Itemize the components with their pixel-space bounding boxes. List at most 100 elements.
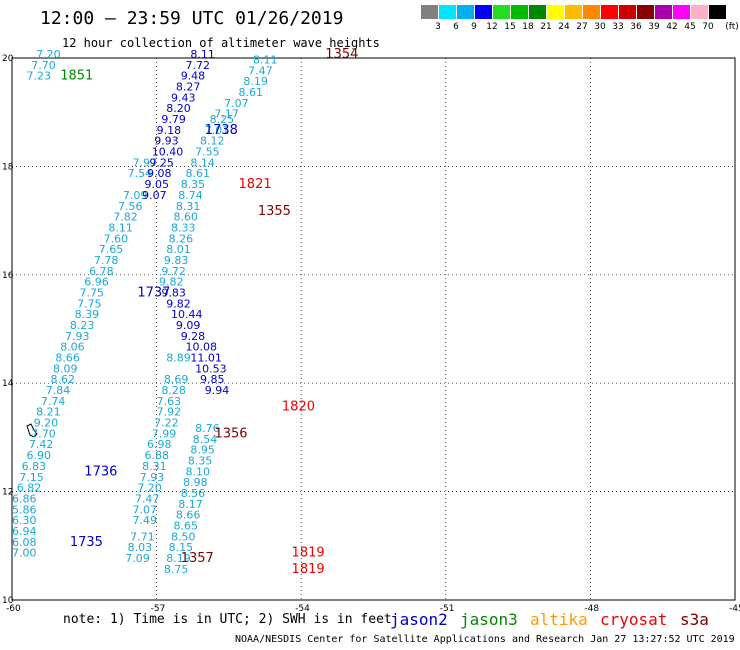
wave-height-value: 8.50 (171, 530, 196, 543)
lon-tick-label: -51 (440, 604, 455, 614)
wave-height-value: 8.19 (166, 552, 191, 565)
wave-height-value: 8.66 (176, 509, 201, 522)
legend-label: 42 (666, 22, 678, 32)
wave-height-value: 6.94 (12, 525, 37, 538)
legend-label: 15 (504, 22, 516, 32)
wave-height-value: 11.01 (190, 352, 222, 365)
wave-height-value: 8.20 (166, 102, 191, 115)
legend-swatch (529, 5, 546, 19)
pass-time-label: 1354 (325, 47, 358, 62)
legend-swatch (475, 5, 492, 19)
wave-height-value: 9.72 (161, 265, 186, 278)
lat-tick-label: 14 (2, 379, 14, 389)
map-title: 12:00 – 23:59 UTC 01/26/2019 (40, 8, 344, 29)
wave-height-value: 6.88 (145, 449, 170, 462)
legend-label: 24 (558, 22, 570, 32)
wave-height-value: 9.79 (161, 113, 186, 126)
wave-height-value: 8.61 (239, 86, 263, 99)
wave-height-value: 6.30 (12, 514, 37, 527)
wave-height-value: 8.69 (164, 373, 189, 386)
wave-height-value: 8.60 (173, 211, 198, 224)
wave-height-value: 7.78 (94, 254, 119, 267)
wave-height-value: 8.11 (108, 221, 132, 234)
wave-height-value: 10.53 (195, 362, 227, 375)
wave-height-value: 8.15 (169, 541, 194, 554)
satellite-name: altika (530, 610, 588, 629)
legend-swatch (709, 5, 726, 19)
wave-height-value: 9.83 (161, 286, 186, 299)
legend-swatch (439, 5, 456, 19)
wave-height-value: 8.56 (181, 487, 206, 500)
legend-swatch (601, 5, 618, 19)
wave-height-value: 9.85 (200, 373, 225, 386)
wave-height-value: 8.31 (176, 200, 201, 213)
legend-label: 39 (648, 22, 660, 32)
wave-height-value: 8.61 (186, 167, 211, 180)
pass-time-label: 1821 (239, 177, 272, 192)
wave-height-value: 7.47 (135, 492, 160, 505)
legend-swatch (583, 5, 600, 19)
legend-swatch (493, 5, 510, 19)
wave-height-value: 7.97 (133, 156, 158, 169)
pass-time-label: 1819 (292, 562, 325, 577)
wave-height-value: 8.14 (190, 156, 215, 169)
wave-height-value: 7.07 (224, 97, 249, 110)
legend-label: 30 (594, 22, 606, 32)
satellite-name: cryosat (600, 610, 668, 629)
legend-label: 70 (702, 22, 714, 32)
wave-height-value: 8.62 (51, 373, 75, 386)
legend-label: 9 (471, 22, 477, 32)
wave-height-value: 9.48 (181, 70, 206, 83)
lon-tick-label: -57 (151, 604, 166, 614)
wave-height-value: 8.35 (181, 178, 206, 191)
wave-height-value: 7.47 (248, 64, 273, 77)
wave-height-value: 7.75 (77, 297, 102, 310)
legend-label: 45 (684, 22, 696, 32)
satellite-name: s3a (680, 610, 709, 629)
wave-height-value: 10.08 (186, 341, 218, 354)
wave-height-value: 7.01 (205, 124, 230, 137)
wave-height-value: 7.15 (19, 471, 44, 484)
credit-line: NOAA/NESDIS Center for Satellite Applica… (235, 634, 735, 645)
wave-height-value: 6.90 (26, 449, 51, 462)
wave-height-value: 9.82 (166, 297, 191, 310)
wave-height-value: 8.89 (166, 352, 191, 365)
lat-tick-label: 18 (2, 162, 14, 172)
wave-height-value: 9.28 (181, 330, 206, 343)
wave-height-value: 5.86 (12, 503, 37, 516)
wave-height-value: 8.39 (75, 308, 100, 321)
legend-label: 18 (522, 22, 534, 32)
wave-height-value: 8.65 (173, 520, 198, 533)
legend-label: 3 (435, 22, 441, 32)
pass-time-label: 1737 (137, 285, 170, 300)
map-frame (11, 57, 736, 601)
wave-height-value: 6.96 (84, 276, 109, 289)
wave-height-value: 7.23 (26, 70, 51, 83)
wave-height-value: 8.17 (178, 498, 203, 511)
wave-height-value: 8.54 (193, 433, 218, 446)
pass-time-label: 1736 (84, 464, 117, 479)
wave-height-value: 8.26 (169, 232, 194, 245)
wave-height-value: 6.82 (17, 482, 42, 495)
wave-height-value: 8.01 (166, 243, 191, 256)
satellite-name: jason2 (390, 610, 448, 629)
wave-height-value: 7.00 (12, 547, 37, 560)
wave-height-value: 7.09 (123, 189, 148, 202)
wave-height-value: 7.84 (46, 384, 71, 397)
wave-height-value: 9.43 (171, 91, 196, 104)
legend-swatch (619, 5, 636, 19)
wave-height-value: 8.98 (183, 476, 208, 489)
wave-height-value: 7.20 (137, 482, 162, 495)
pass-time-label: 1820 (282, 399, 315, 414)
wave-height-value: 6.98 (147, 438, 172, 451)
lat-tick-label: 16 (2, 271, 14, 281)
pass-time-label: 1851 (60, 69, 93, 84)
wave-height-value: 8.11 (253, 53, 278, 66)
wave-height-value: 8.27 (176, 81, 201, 94)
wave-height-value: 7.75 (79, 286, 104, 299)
wave-height-value: 8.33 (171, 221, 196, 234)
wave-height-value: 9.05 (145, 178, 170, 191)
wave-height-value: 6.78 (89, 265, 114, 278)
wave-height-value: 8.10 (186, 465, 211, 478)
